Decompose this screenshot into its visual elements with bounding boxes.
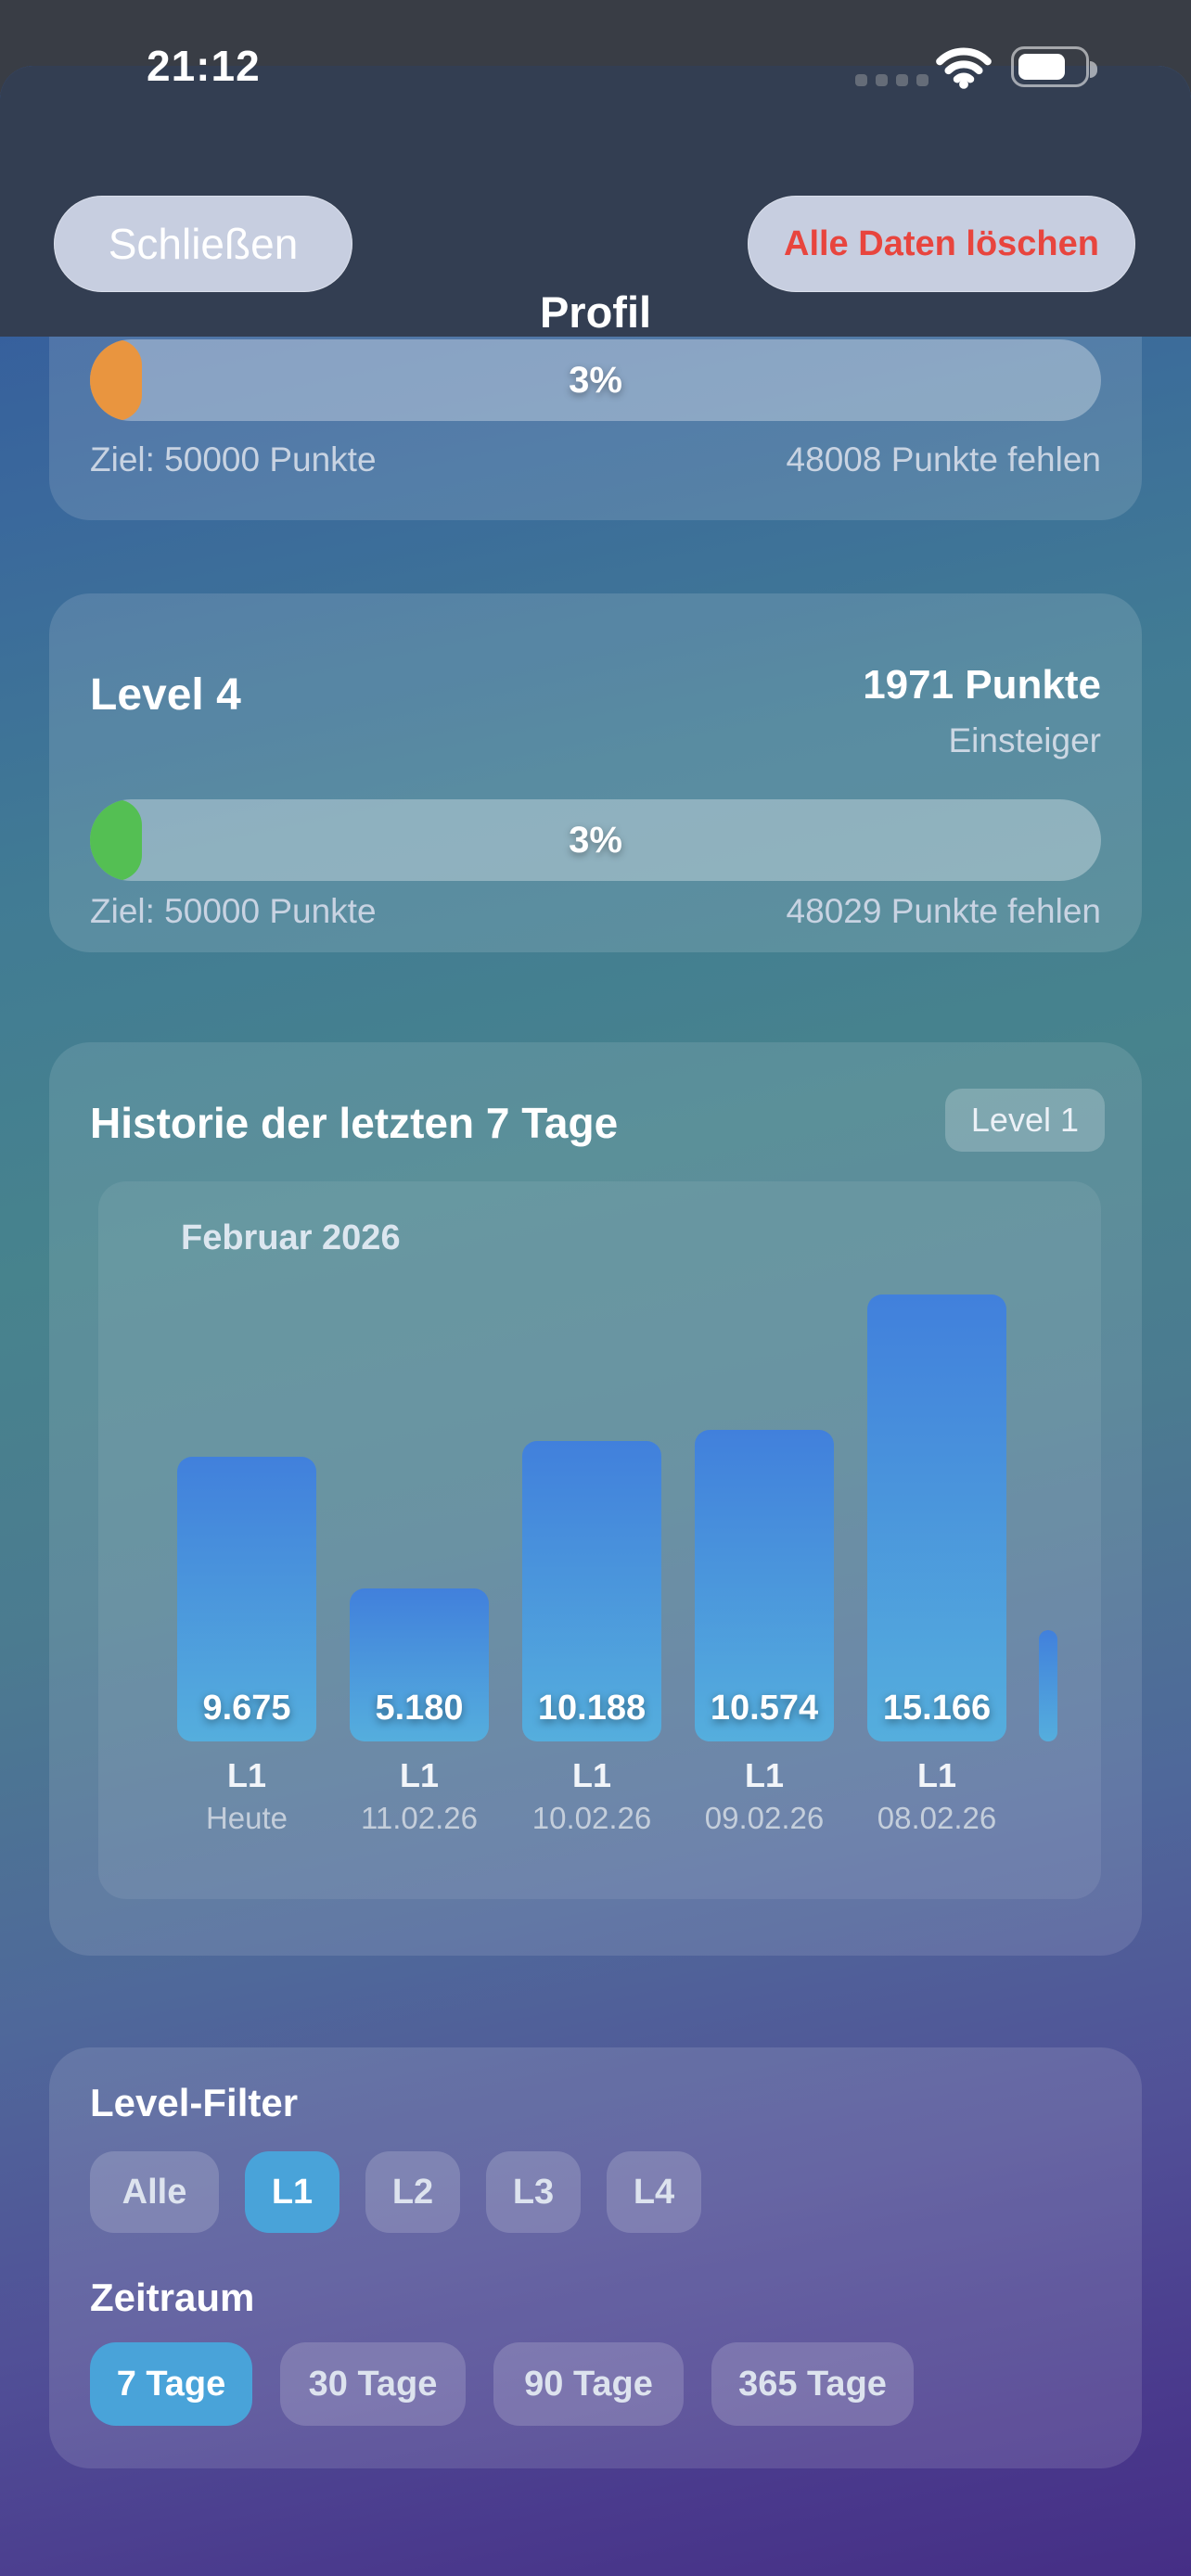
level-filter-button-l4[interactable]: L4 xyxy=(607,2151,701,2233)
history-title: Historie der letzten 7 Tage xyxy=(90,1099,619,1147)
history-bar: 5.180 xyxy=(350,1588,489,1741)
clock: 21:12 xyxy=(147,42,261,90)
cellular-signal-dots-icon xyxy=(855,74,928,86)
level-filter-button-l1[interactable]: L1 xyxy=(245,2151,339,2233)
level-filter-button-l3[interactable]: L3 xyxy=(486,2151,581,2233)
level-title: Level 4 xyxy=(90,670,241,720)
bar-date-label: 11.02.26 xyxy=(360,1801,478,1835)
period-heading: Zeitraum xyxy=(90,2276,255,2319)
goal-label: Ziel: 50000 Punkte xyxy=(90,440,377,478)
progress-percent: 3% xyxy=(569,819,622,861)
period-filter-button-365-tage[interactable]: 365 Tage xyxy=(711,2342,914,2426)
history-bar-chart: Februar 2026 9.675 L1 Heute 5.180 L1 11.02.26… xyxy=(98,1181,1101,1899)
level-rank: Einsteiger xyxy=(948,721,1101,759)
progress-percent: 3% xyxy=(569,359,622,401)
bar-date-label: 08.02.26 xyxy=(877,1801,997,1835)
bar-date-label: Heute xyxy=(205,1801,288,1835)
sheet-header: Schließen Profil Alle Daten löschen xyxy=(0,66,1191,337)
history-bar: 15.166 xyxy=(867,1294,1006,1741)
bar-level-tag: L1 xyxy=(226,1756,266,1794)
remaining-label: 48008 Punkte fehlen xyxy=(786,440,1101,478)
bar-value-label: 10.188 xyxy=(537,1689,647,1728)
close-button[interactable]: Schließen xyxy=(54,196,352,292)
level4-card: Level 4 1971 Punkte Einsteiger 3% Ziel: … xyxy=(49,593,1142,952)
delete-all-data-button[interactable]: Alle Daten löschen xyxy=(748,196,1135,292)
battery-icon xyxy=(1011,46,1097,87)
profile-sheet: 3% Ziel: 50000 Punkte 48008 Punkte fehle… xyxy=(0,66,1191,2576)
level-filter-button-alle[interactable]: Alle xyxy=(90,2151,219,2233)
level-points: 1971 Punkte xyxy=(863,662,1101,708)
bar-value-label: 15.166 xyxy=(882,1689,992,1728)
level-filter-button-l2[interactable]: L2 xyxy=(365,2151,460,2233)
level-badge: Level 1 xyxy=(944,1089,1105,1152)
bar-value-label: 9.675 xyxy=(202,1689,291,1728)
period-filter-button-30-tage[interactable]: 30 Tage xyxy=(280,2342,466,2426)
bar-level-tag: L1 xyxy=(744,1756,784,1794)
status-bar: 21:12 xyxy=(0,0,1191,130)
progress-fill-orange xyxy=(90,339,142,421)
level-filter-heading: Level-Filter xyxy=(90,2081,299,2124)
bar-level-tag: L1 xyxy=(916,1756,956,1794)
progress-fill-green xyxy=(90,799,142,881)
goal-label: Ziel: 50000 Punkte xyxy=(90,892,377,930)
remaining-label: 48029 Punkte fehlen xyxy=(786,892,1101,930)
progress-bar: 3% xyxy=(90,339,1101,421)
progress-bar: 3% xyxy=(90,799,1101,881)
bar-value-label: 10.574 xyxy=(710,1689,819,1728)
filter-card: Level-Filter Alle L1 L2 L3 L4 Zeitraum 7 Tag… xyxy=(49,2047,1142,2468)
bar-date-label: 10.02.26 xyxy=(531,1801,652,1835)
wifi-icon xyxy=(935,45,992,94)
page-title: Profil xyxy=(539,287,652,337)
bar-level-tag: L1 xyxy=(399,1756,439,1794)
history-card: Historie der letzten 7 Tage Level 1 Febr… xyxy=(49,1042,1142,1956)
period-filter-button-7-tage[interactable]: 7 Tage xyxy=(90,2342,252,2426)
bar-date-label: 09.02.26 xyxy=(704,1801,825,1835)
bar-value-label: 5.180 xyxy=(375,1689,464,1728)
history-bar: 10.574 xyxy=(695,1430,834,1741)
bar-level-tag: L1 xyxy=(571,1756,611,1794)
history-bar-clipped xyxy=(1039,1630,1057,1741)
period-filter-button-90-tage[interactable]: 90 Tage xyxy=(493,2342,684,2426)
chart-month-label: Februar 2026 xyxy=(181,1218,401,1257)
history-bar: 10.188 xyxy=(522,1441,661,1741)
history-bar: 9.675 xyxy=(177,1457,316,1741)
